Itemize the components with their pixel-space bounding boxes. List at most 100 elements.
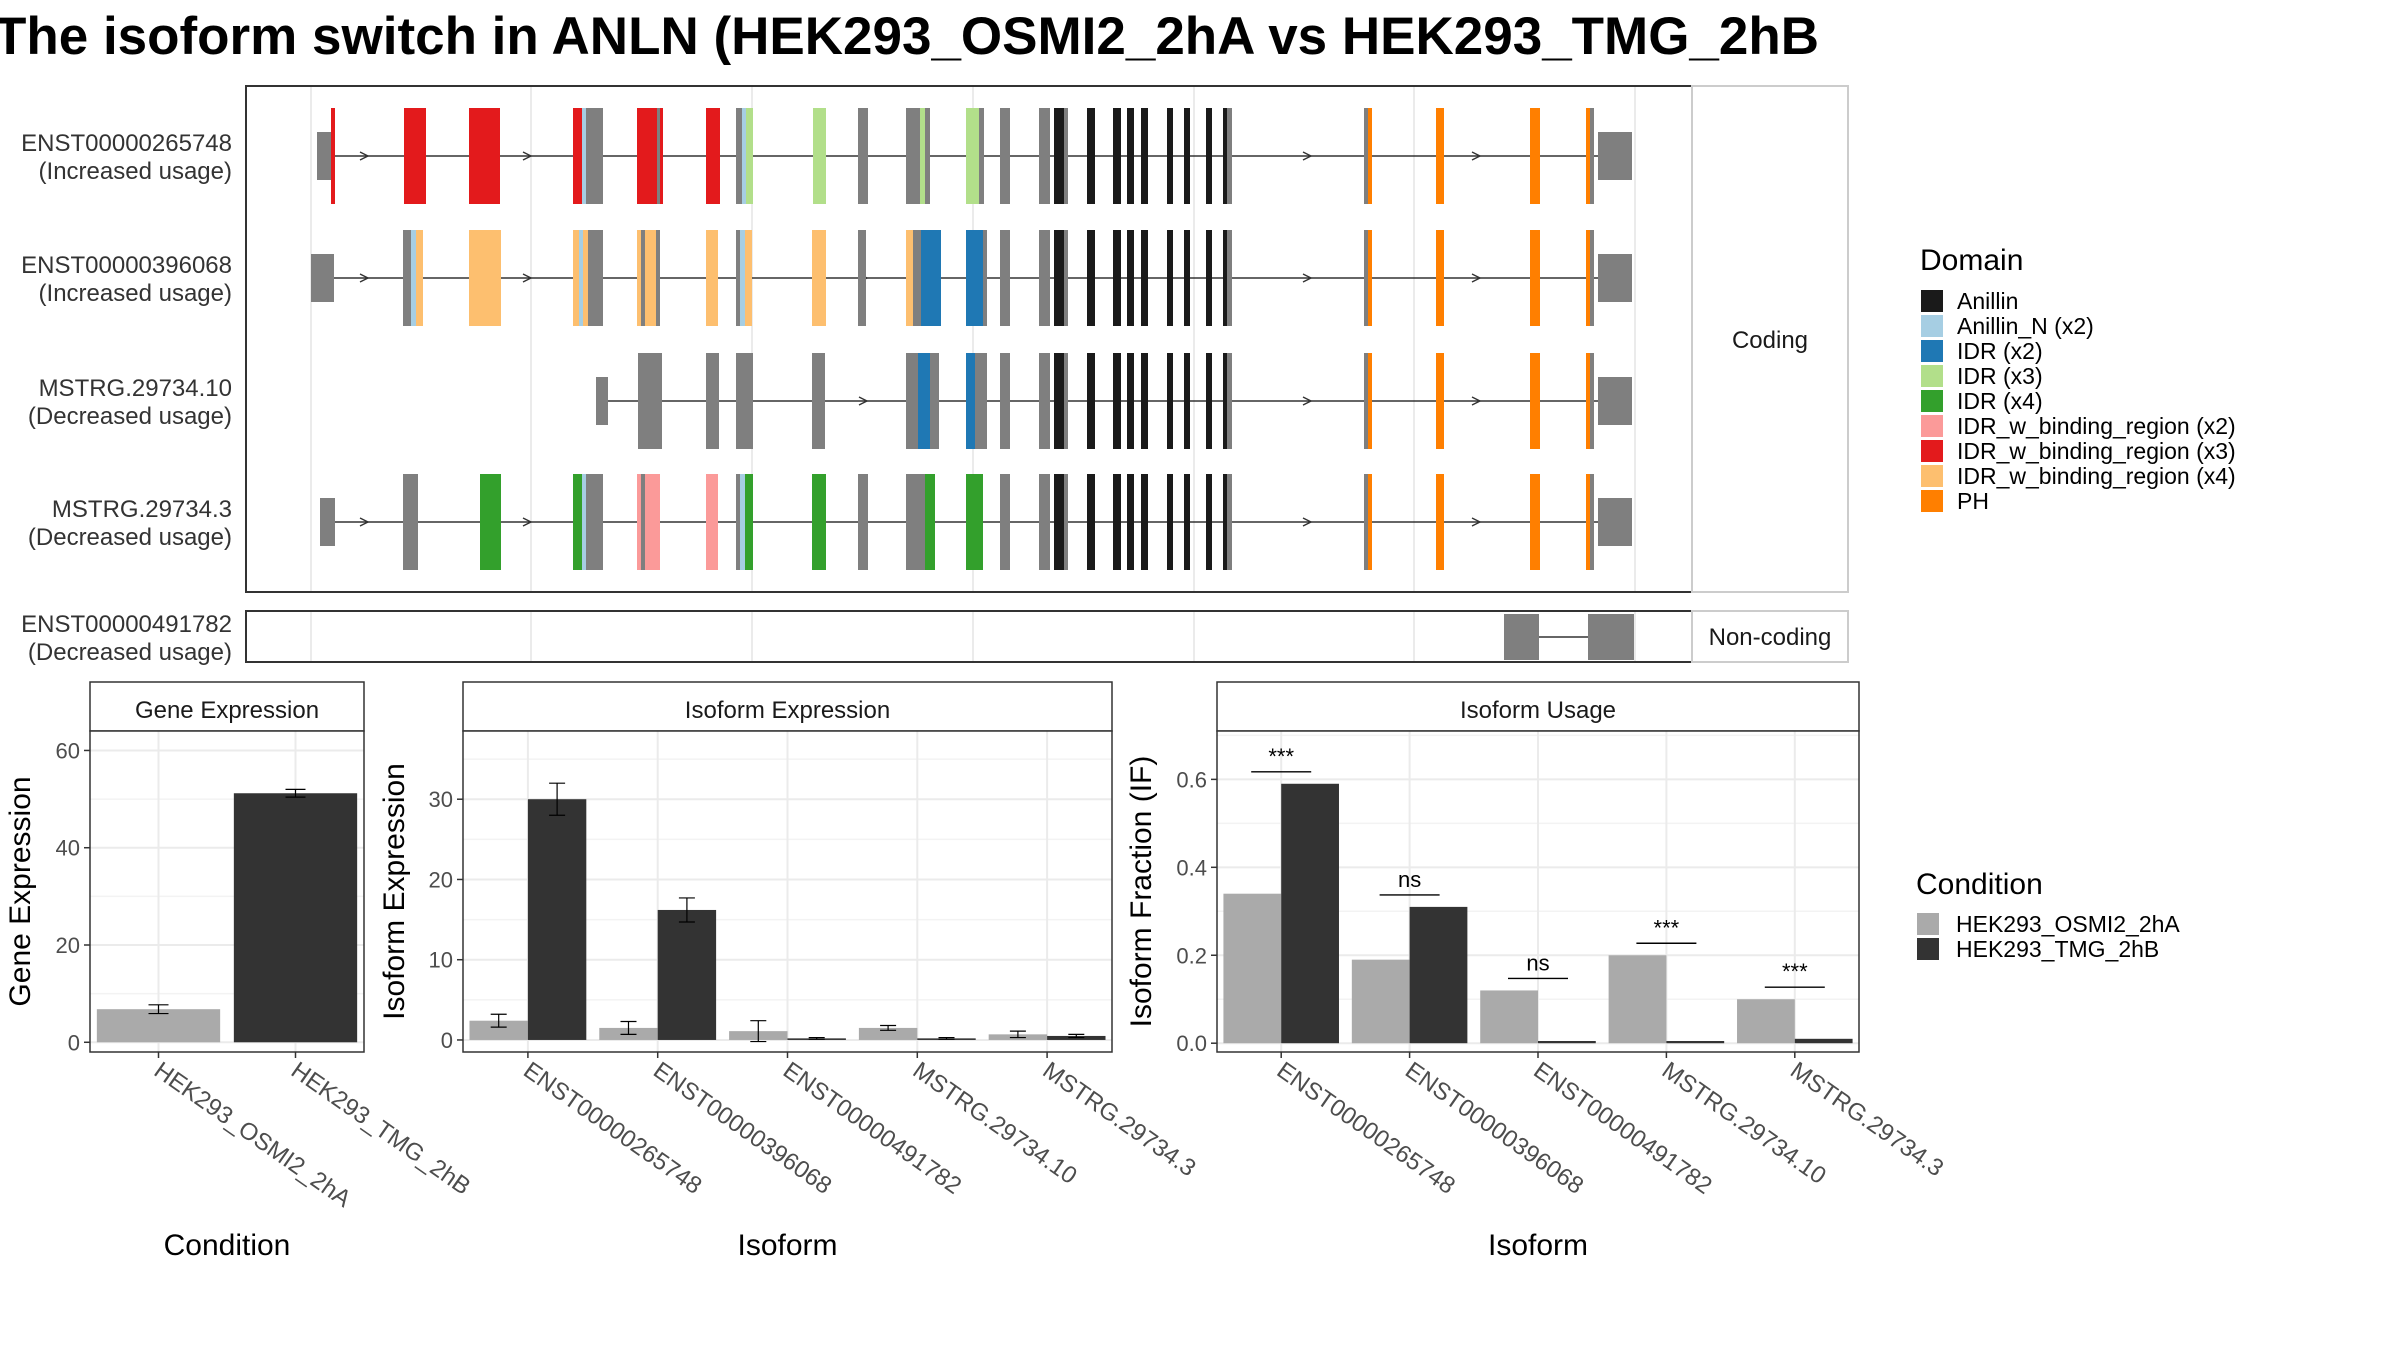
exon-block [858, 474, 868, 570]
exon-block [1000, 353, 1010, 449]
error-bar [1068, 1033, 1085, 1039]
bar [1480, 990, 1538, 1044]
exon-block [1039, 230, 1050, 326]
exon-block [645, 474, 660, 570]
exon-block [966, 474, 983, 570]
exon-block [317, 132, 331, 180]
legend-label: PH [1957, 488, 1989, 514]
exon-block [925, 108, 930, 204]
exon-block [1206, 230, 1212, 326]
exon-block [1223, 108, 1227, 204]
legend-label: IDR (x2) [1957, 338, 2043, 364]
exon-block [812, 353, 825, 449]
exon-block [746, 108, 753, 204]
exon-block [906, 474, 925, 570]
legend-label: Anillin_N (x2) [1957, 313, 2094, 339]
exon-block [1184, 108, 1190, 204]
exon-block [1530, 230, 1540, 326]
error-bar [750, 1020, 767, 1043]
exon-block [1127, 108, 1134, 204]
exon-block [586, 474, 603, 570]
error-bar [678, 897, 695, 923]
y-axis-title: Gene Expression [4, 776, 37, 1006]
direction-arrow [1471, 151, 1482, 161]
exon-block [706, 474, 718, 570]
exon-block [1127, 230, 1134, 326]
exon-block [1054, 353, 1064, 449]
chart-title: Isoform Usage [1460, 697, 1616, 724]
exon-block [1364, 108, 1368, 204]
error-bar [808, 1036, 825, 1040]
exon-block [583, 230, 588, 326]
exon-block [1227, 108, 1232, 204]
exon-block [582, 108, 586, 204]
error-bar [148, 1004, 169, 1015]
exon-block [637, 108, 657, 204]
exon-block [1184, 353, 1190, 449]
exon-block [579, 230, 583, 326]
utr-block [1598, 132, 1632, 180]
exon-block [1064, 230, 1068, 326]
exon-block [1039, 474, 1050, 570]
exon-block [1206, 108, 1212, 204]
legend-label: Anillin [1957, 288, 2018, 314]
error-bar [490, 1013, 507, 1028]
exon-block [1087, 474, 1095, 570]
direction-arrow [359, 517, 370, 527]
bar [1223, 893, 1282, 1044]
x-axis-title: Isoform [737, 1229, 837, 1262]
exon-block [1586, 230, 1590, 326]
exon-block [906, 108, 920, 204]
chart-1: Isoform Expression0102030ENST00000265748… [378, 681, 1201, 1262]
transcript-track [317, 108, 1632, 204]
exon-block [1530, 353, 1540, 449]
transcript-usage-label: (Increased usage) [39, 280, 232, 307]
exon-block [913, 230, 921, 326]
exon-block [1368, 474, 1372, 570]
condition-legend-title: Condition [1916, 868, 2043, 901]
exon-block [1436, 353, 1444, 449]
significance-label: *** [1782, 959, 1808, 984]
legend-swatch [1921, 340, 1943, 362]
exon-block [812, 230, 826, 326]
exon-block [469, 230, 501, 326]
error-bar [285, 788, 306, 798]
transcript-id-label: ENST00000396068 [21, 252, 232, 279]
exon-block [1141, 108, 1148, 204]
exon-block [1000, 474, 1010, 570]
exon-block [983, 230, 987, 326]
exon-block [1206, 474, 1212, 570]
exon-block [1223, 230, 1227, 326]
exon-block [1227, 230, 1232, 326]
direction-arrow [1302, 517, 1313, 527]
exon-block [1141, 230, 1148, 326]
exon-block [1368, 230, 1372, 326]
chart-2: Isoform Usage***nsns******0.00.20.40.6EN… [1125, 681, 1948, 1262]
exon-block [1087, 230, 1095, 326]
exon-block [1530, 108, 1540, 204]
direction-arrow [1471, 273, 1482, 283]
exon-block [404, 108, 426, 204]
noncoding-track [1504, 614, 1634, 660]
noncoding-panel [245, 610, 1693, 663]
exon-block [1364, 353, 1368, 449]
exon-block [1141, 474, 1148, 570]
legend-swatch [1921, 315, 1943, 337]
significance-label: *** [1268, 744, 1294, 769]
exon-block [1000, 230, 1010, 326]
transcript-usage-label: (Increased usage) [39, 158, 232, 185]
exon-block [1586, 108, 1590, 204]
y-tick-label: 20 [429, 867, 453, 892]
exon-block [925, 474, 935, 570]
bar [1737, 999, 1795, 1044]
exon-block [742, 108, 746, 204]
exon-block [1586, 474, 1590, 570]
exon-block [1141, 353, 1148, 449]
bar [1608, 955, 1667, 1044]
chart-strip [1216, 681, 1860, 732]
exon-block [311, 254, 334, 302]
exon-block [660, 108, 663, 204]
exon-block [1227, 353, 1232, 449]
exon-block [966, 230, 983, 326]
exon-block [1064, 108, 1068, 204]
